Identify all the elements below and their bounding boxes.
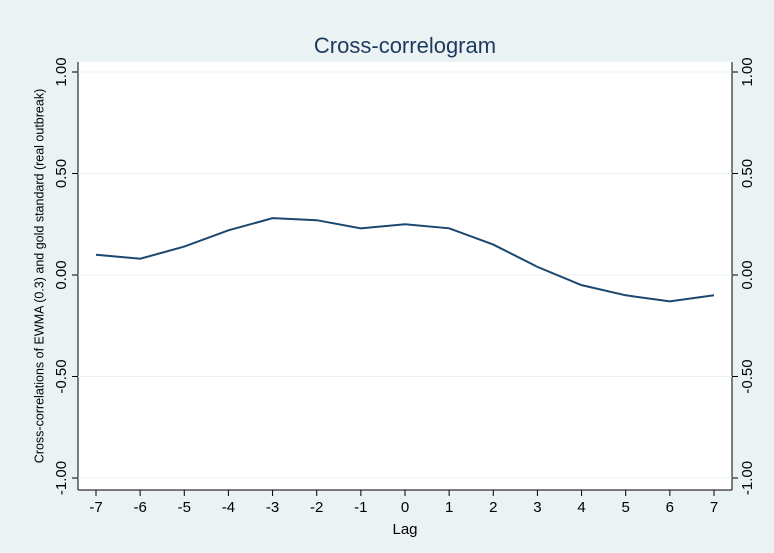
- x-axis-label: Lag: [392, 521, 417, 538]
- y-axis-label: Cross-correlations of EWMA (0.3) and gol…: [32, 89, 46, 463]
- x-tick-label: -1: [354, 499, 367, 516]
- plot-area: [78, 62, 732, 490]
- y2-tick-label: -0.50: [739, 359, 756, 393]
- x-tick-label: 2: [489, 499, 497, 516]
- x-tick-label: 0: [401, 499, 409, 516]
- x-tick-label: 7: [710, 499, 718, 516]
- data-line: [95, 217, 715, 303]
- x-tick-label: 3: [533, 499, 541, 516]
- y2-tick-label: 0.00: [739, 260, 756, 289]
- x-tick-label: 1: [445, 499, 453, 516]
- x-tick-label: -3: [266, 499, 279, 516]
- x-tick-label: -4: [222, 499, 235, 516]
- y2-tick-label: -1.00: [739, 461, 756, 495]
- y2-tick-label: 0.50: [739, 159, 756, 188]
- x-tick-label: -2: [310, 499, 323, 516]
- y-tick-label: 0.50: [53, 159, 70, 188]
- x-tick-label: 6: [666, 499, 674, 516]
- y-tick-label: 1.00: [53, 57, 70, 86]
- chart-title: Cross-correlogram: [314, 33, 496, 58]
- x-tick-label: -5: [178, 499, 191, 516]
- x-tick-label: 4: [577, 499, 585, 516]
- y-tick-label: -0.50: [53, 359, 70, 393]
- y-tick-label: -1.00: [53, 461, 70, 495]
- x-tick-label: -6: [133, 499, 146, 516]
- x-tick-label: 5: [622, 499, 630, 516]
- y2-tick-label: 1.00: [739, 57, 756, 86]
- x-tick-label: -7: [89, 499, 102, 516]
- y-tick-label: 0.00: [53, 260, 70, 289]
